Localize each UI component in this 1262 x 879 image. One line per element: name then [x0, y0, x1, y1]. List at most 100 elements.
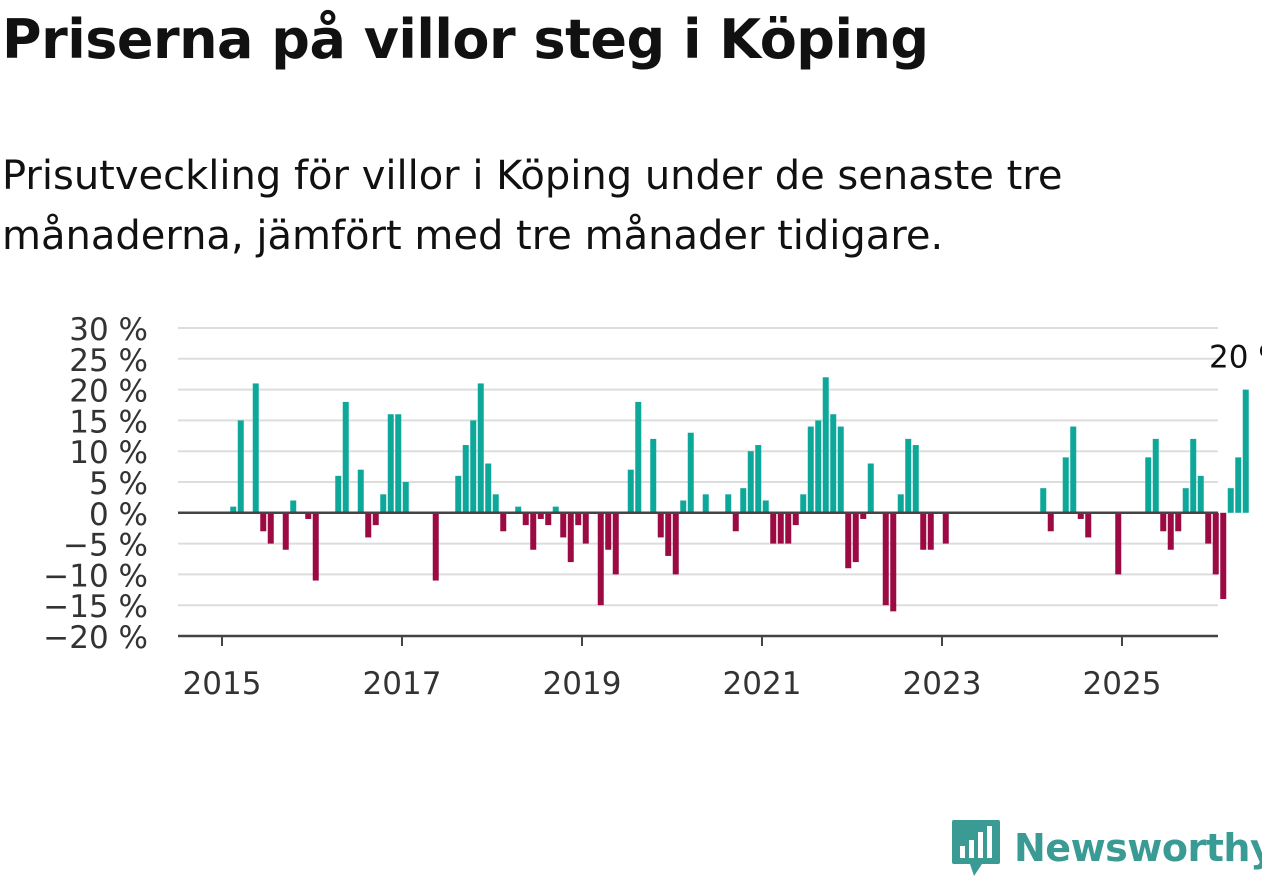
bar	[822, 377, 829, 513]
bar	[230, 506, 237, 513]
bar	[605, 512, 612, 550]
x-tick-label: 2025	[1083, 666, 1162, 702]
bar	[650, 438, 657, 513]
bar	[702, 494, 709, 513]
bar	[372, 512, 379, 526]
y-tick-label: 20 %	[69, 374, 148, 410]
bar	[762, 500, 769, 513]
bar	[672, 512, 679, 575]
bar	[597, 512, 604, 606]
y-tick-label: 10 %	[69, 435, 148, 471]
bar	[485, 463, 492, 513]
bar	[882, 512, 889, 606]
bar	[252, 383, 259, 513]
bar	[680, 500, 687, 513]
bar	[260, 512, 267, 532]
bar	[635, 401, 642, 513]
bar	[1070, 426, 1077, 513]
bar	[1062, 457, 1069, 513]
bar	[905, 438, 912, 513]
bar	[770, 512, 777, 544]
bar	[1205, 512, 1212, 544]
bar	[1197, 475, 1204, 513]
bar	[1242, 389, 1249, 513]
bar	[492, 494, 499, 513]
bar	[1115, 512, 1122, 575]
bar	[545, 512, 552, 526]
bar	[927, 512, 934, 550]
bar	[755, 445, 762, 513]
x-tick-label: 2015	[183, 666, 262, 702]
bar	[1167, 512, 1174, 550]
newsworthy-logo: Newsworthy	[950, 818, 1262, 878]
bar	[380, 494, 387, 513]
bar	[1077, 512, 1084, 519]
bar	[582, 512, 589, 544]
bar	[1160, 512, 1167, 532]
y-tick-label: −10 %	[43, 558, 148, 594]
bar	[800, 494, 807, 513]
bar	[500, 512, 507, 532]
y-tick-label: −15 %	[43, 589, 148, 625]
bar	[312, 512, 319, 581]
bar	[522, 512, 529, 526]
bar	[1175, 512, 1182, 532]
bar	[740, 488, 747, 513]
bar	[627, 469, 634, 513]
bar	[567, 512, 574, 563]
bar	[725, 494, 732, 513]
y-tick-label: 30 %	[69, 312, 148, 348]
bar	[237, 420, 244, 513]
bar	[890, 512, 897, 612]
bar	[530, 512, 537, 550]
bar	[1145, 457, 1152, 513]
bar	[1182, 488, 1189, 513]
bar	[537, 512, 544, 519]
bar	[657, 512, 664, 538]
bar	[267, 512, 274, 544]
bar	[402, 482, 409, 513]
bar	[462, 445, 469, 513]
bar	[942, 512, 949, 544]
bar	[477, 383, 484, 513]
bar	[612, 512, 619, 575]
chart-title: Priserna på villor steg i Köping	[2, 8, 929, 71]
bar	[515, 506, 522, 513]
y-tick-label: −20 %	[43, 620, 148, 656]
bar	[1227, 488, 1234, 513]
bar	[1235, 457, 1242, 513]
bar	[1085, 512, 1092, 538]
bar	[560, 512, 567, 538]
chart-subtitle: Prisutveckling för villor i Köping under…	[2, 153, 1063, 259]
x-tick-label: 2017	[363, 666, 442, 702]
bar	[845, 512, 852, 569]
bar	[395, 414, 402, 513]
bar	[867, 463, 874, 513]
bar	[830, 414, 837, 513]
bar	[912, 445, 919, 513]
bar	[815, 420, 822, 513]
bar	[1040, 488, 1047, 513]
x-tick-label: 2021	[723, 666, 802, 702]
y-tick-label: −5 %	[63, 528, 148, 564]
y-tick-label: 25 %	[69, 343, 148, 379]
bar	[777, 512, 784, 544]
bar	[807, 426, 814, 513]
bar	[290, 500, 297, 513]
x-tick-label: 2019	[543, 666, 622, 702]
bar	[1212, 512, 1219, 575]
x-tick-label: 2023	[903, 666, 982, 702]
bar	[792, 512, 799, 526]
bar	[860, 512, 867, 519]
y-tick-label: 15 %	[69, 404, 148, 440]
bar	[1190, 438, 1197, 513]
bar	[455, 475, 462, 513]
bar	[1152, 438, 1159, 513]
bar	[470, 420, 477, 513]
bar	[575, 512, 582, 526]
bar	[432, 512, 439, 581]
brand-name: Newsworthy	[1014, 826, 1262, 870]
bar	[897, 494, 904, 513]
bar	[837, 426, 844, 513]
